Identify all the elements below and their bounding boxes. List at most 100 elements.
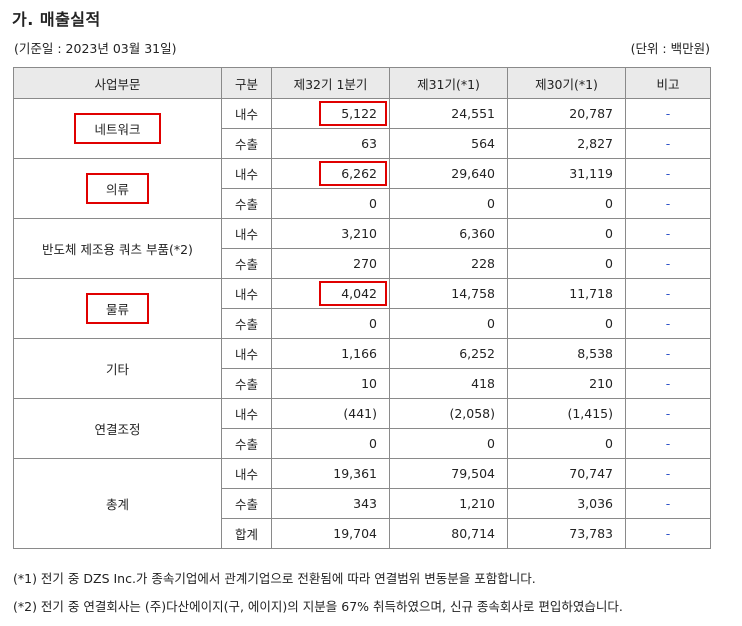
value-text: (441)	[343, 406, 377, 421]
value-cell-v31: 228	[389, 248, 508, 279]
header-segment: 사업부문	[13, 67, 222, 99]
value-cell-v31: 418	[389, 368, 508, 399]
value-text: 31,119	[569, 166, 613, 181]
table-row: 총계 내수 19,361 79,504 70,747-	[13, 458, 711, 549]
value-text: (2,058)	[449, 406, 495, 421]
value-cell-v32: 0	[271, 428, 390, 459]
table-row: 수출 0 0 0-	[14, 428, 711, 459]
note-cell: -	[625, 158, 711, 189]
note-cell: -	[625, 218, 711, 249]
note-cell: -	[625, 368, 711, 399]
value-text: 0	[487, 316, 495, 331]
value-text: 19,704	[333, 526, 377, 541]
value-text: 418	[471, 376, 495, 391]
value-cell-v32: 19,361	[271, 458, 390, 489]
value-cell-v32: 5,122	[271, 98, 390, 129]
table-row: 기타 내수 1,166 6,252 8,538-	[13, 338, 711, 399]
header-period-31: 제31기(*1)	[389, 67, 508, 99]
value-text: 0	[369, 316, 377, 331]
value-text: 14,758	[451, 286, 495, 301]
header-kind: 구분	[221, 67, 272, 99]
value-text: 29,640	[451, 166, 495, 181]
value-cell-v31: 24,551	[389, 98, 508, 129]
value-text: 0	[369, 196, 377, 211]
value-text: 1,210	[459, 496, 495, 511]
value-cell-v32: 0	[271, 308, 390, 339]
value-text: 3,210	[341, 226, 377, 241]
value-text: 70,747	[569, 466, 613, 481]
value-text: 0	[605, 226, 613, 241]
note-cell: -	[625, 248, 711, 279]
value-text: 4,042	[341, 286, 377, 301]
value-cell-v32: 1,166	[271, 338, 390, 369]
value-text: 0	[605, 256, 613, 271]
kind-cell: 내수	[221, 158, 272, 189]
segment-name: 네트워크	[74, 113, 161, 144]
kind-cell: 수출	[221, 308, 272, 339]
kind-cell: 내수	[221, 398, 272, 429]
segment-name: 연결조정	[94, 422, 141, 437]
table-row: 수출 63 564 2,827-	[14, 128, 711, 159]
value-text: 11,718	[569, 286, 613, 301]
value-cell-v32: 6,262	[271, 158, 390, 189]
value-text: 343	[353, 496, 377, 511]
table-row: 연결조정 내수 (441) (2,058) (1,415) -	[13, 398, 711, 459]
value-cell-v30: 73,783	[507, 518, 626, 549]
kind-cell: 수출	[221, 248, 272, 279]
note-cell: -	[625, 278, 711, 309]
unit-label: (단위 : 백만원)	[630, 41, 710, 56]
value-text: 0	[369, 436, 377, 451]
segment-cell: 연결조정	[13, 398, 222, 459]
value-text: 270	[353, 256, 377, 271]
value-text: 80,714	[451, 526, 495, 541]
kind-cell: 수출	[221, 128, 272, 159]
value-text: 63	[361, 136, 377, 151]
value-text: 5,122	[341, 106, 377, 121]
value-text: 10	[361, 376, 377, 391]
segment-name: 기타	[105, 362, 129, 377]
value-cell-v30: 0	[507, 428, 626, 459]
value-text: (1,415)	[567, 406, 613, 421]
segment-name: 의류	[85, 173, 149, 204]
table-row: 수출 270 228 0-	[14, 248, 711, 279]
value-text: 0	[605, 316, 613, 331]
value-text: 1,166	[341, 346, 377, 361]
note-cell: -	[625, 458, 711, 489]
segment-cell: 의류	[13, 158, 222, 219]
value-cell-v32: 4,042	[271, 278, 390, 309]
value-cell-v31: 564	[389, 128, 508, 159]
value-cell-v32: 63	[271, 128, 390, 159]
header-period-30: 제30기(*1)	[507, 67, 626, 99]
value-text: 6,360	[459, 226, 495, 241]
value-cell-v30: 0	[507, 218, 626, 249]
value-cell-v31: 0	[389, 188, 508, 219]
table-row: 의류 내수 6,262 29,640 31,119-	[13, 158, 711, 219]
value-cell-v31: 14,758	[389, 278, 508, 309]
kind-cell: 내수	[221, 98, 272, 129]
value-text: 2,827	[577, 136, 613, 151]
kind-cell: 수출	[221, 488, 272, 519]
kind-cell: 수출	[221, 368, 272, 399]
value-cell-v30: 3,036	[507, 488, 626, 519]
note-cell: -	[625, 308, 711, 339]
segment-cell: 물류	[13, 278, 222, 339]
sales-table: 사업부문 구분 제32기 1분기 제31기(*1) 제30기(*1) 비고 네트…	[13, 67, 711, 549]
table-row: 수출 10 418 210-	[14, 368, 711, 399]
value-cell-v30: 11,718	[507, 278, 626, 309]
table-body: 네트워크 내수 5,122 24,551 20,787- 수출 63 564 2,827- 의류 내…	[13, 98, 711, 549]
value-text: 6,262	[341, 166, 377, 181]
value-text: 73,783	[569, 526, 613, 541]
table-row: 반도체 제조용 쿼츠 부품(*2) 내수 3,210 6,360 0-	[13, 218, 711, 279]
value-text: 228	[471, 256, 495, 271]
segment-cell: 총계	[13, 458, 222, 549]
value-cell-v32: 19,704	[271, 518, 390, 549]
value-cell-v31: 6,360	[389, 218, 508, 249]
kind-cell: 내수	[221, 458, 272, 489]
value-text: 6,252	[459, 346, 495, 361]
value-cell-v32: 0	[271, 188, 390, 219]
value-text: 8,538	[577, 346, 613, 361]
value-text: 3,036	[577, 496, 613, 511]
highlight-box	[319, 101, 387, 126]
value-text: 20,787	[569, 106, 613, 121]
kind-cell: 내수	[221, 338, 272, 369]
